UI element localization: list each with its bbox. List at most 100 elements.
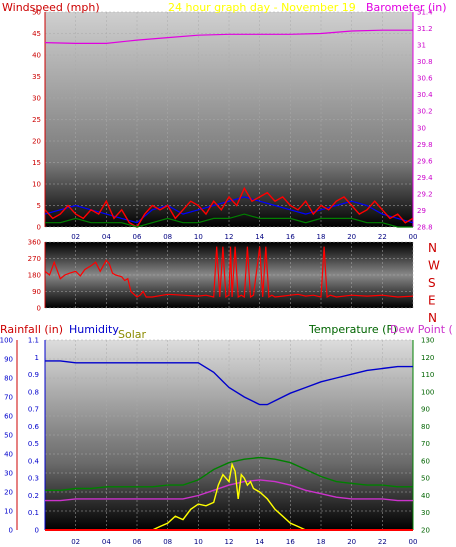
temperature-y-tick-label: 130 [421,337,434,345]
rain-y-tick-label: 0 [35,527,39,535]
wind-y-tick-label: 0 [37,224,41,232]
rain-y-tick-label: 0.4 [28,457,40,465]
rain-y-tick-label: 0.1 [28,509,39,517]
wind-y-tick-label: 20 [32,138,41,146]
humidity-y-tick-label: 80 [4,375,13,383]
barometer-y-tick-label: 29 [417,207,426,215]
humidity-y-tick-label: 50 [4,432,13,440]
barometer-y-tick-label: 31 [417,42,426,50]
humidity-y-tick-label: 0 [9,527,13,535]
dewpoint-axis-title: Dew Point ( [390,323,453,336]
humidity-y-tick-label: 20 [4,489,13,497]
barometer-y-tick-label: 30.6 [417,75,433,83]
rain-y-tick-label: 0.6 [28,423,40,431]
direction-y-tick-label: 180 [28,272,41,280]
barometer-y-tick-label: 30.8 [417,58,433,66]
humidity-y-tick-label: 10 [4,508,13,516]
gust-line [44,196,414,224]
wind-direction-line [44,246,414,299]
humidity-y-tick-label: 40 [4,451,13,459]
humidity-axis-title: Humidity [69,323,119,336]
x-tick-label: 04 [102,538,111,546]
dew_point-line [45,479,413,502]
temperature-y-tick-label: 110 [421,371,434,379]
temperature-y-tick-label: 120 [421,354,434,362]
humidity-y-tick-label: 100 [0,337,13,345]
barometer-y-tick-label: 31.2 [417,25,433,33]
direction-y-tick-label: 90 [32,288,41,296]
barometer-y-tick-label: 28.8 [417,224,433,232]
temperature-y-tick-label: 80 [421,423,430,431]
x-tick-label: 22 [378,538,387,546]
x-tick-label: 04 [102,233,111,241]
temperature-y-tick-label: 90 [421,406,430,414]
x-tick-label: 08 [163,538,172,546]
series [44,29,414,531]
rain-y-tick-label: 1 [35,354,39,362]
x-tick-label: 10 [194,233,203,241]
x-tick-label: 00 [409,233,418,241]
x-tick-label: 02 [71,233,80,241]
x-tick-label: 02 [71,538,80,546]
temperature-axis-title: Temperature (F) [308,323,397,336]
temperature-y-tick-label: 100 [421,388,434,396]
x-tick-label: 00 [409,538,418,546]
wind-y-tick-label: 30 [32,95,41,103]
temperature-line [45,456,413,491]
humidity-y-tick-label: 30 [4,470,13,478]
rain-y-tick-label: 0.3 [28,475,39,483]
compass-letter: N [428,311,437,325]
compass-letter: E [428,294,436,308]
barometer-y-tick-label: 29.6 [417,157,433,165]
wind-y-tick-label: 50 [32,9,41,17]
rain-y-tick-label: 0.7 [28,406,39,414]
wind-y-tick-label: 40 [32,52,41,60]
avg_wind-line [45,213,413,228]
x-tick-label: 20 [347,233,356,241]
barometer-y-tick-label: 29.4 [417,174,433,182]
compass-letter: S [428,276,436,290]
axes: 0510152025303540455028.82929.229.429.629… [0,9,434,547]
x-tick-label: 20 [347,538,356,546]
x-tick-label: 10 [194,538,203,546]
barometer-y-tick-label: 30.4 [417,91,433,99]
wind-y-tick-label: 10 [32,181,41,189]
barometer-y-tick-label: 30.2 [417,108,433,116]
direction-y-tick-label: 270 [28,255,41,263]
solar-line [152,462,306,531]
temperature-y-tick-label: 60 [421,457,430,465]
humidity-y-tick-label: 90 [4,356,13,364]
wind-y-tick-label: 5 [37,202,41,210]
wind-line [44,186,414,228]
temperature-y-tick-label: 20 [421,527,430,535]
compass-letter: N [428,241,437,255]
rain-y-tick-label: 1.1 [28,337,39,345]
x-tick-label: 18 [317,233,326,241]
barometer-y-tick-label: 29.8 [417,141,433,149]
humidity-y-tick-label: 70 [4,394,13,402]
rain-y-tick-label: 0.9 [28,371,39,379]
barometer-y-tick-label: 31.4 [417,9,433,17]
temperature-y-tick-label: 30 [421,509,430,517]
compass-letter: W [428,259,440,273]
rain-y-tick-label: 0.5 [28,440,39,448]
x-tick-label: 12 [225,538,234,546]
rain-axis-title: Rainfall (in) [0,323,63,336]
x-tick-label: 16 [286,538,295,546]
x-tick-label: 14 [255,538,264,546]
wind-axis-title: Windspeed (mph) [2,1,100,14]
wind-y-tick-label: 15 [32,159,41,167]
temperature-y-tick-label: 50 [421,475,430,483]
wind-y-tick-label: 45 [32,30,41,38]
x-tick-label: 12 [225,233,234,241]
x-tick-label: 06 [133,233,142,241]
rain-y-tick-label: 0.8 [28,388,39,396]
grid-lines [45,11,414,531]
wind-y-tick-label: 35 [32,73,41,81]
direction-y-tick-label: 360 [28,239,41,247]
rain-y-tick-label: 0.2 [28,492,39,500]
x-tick-label: 16 [286,233,295,241]
